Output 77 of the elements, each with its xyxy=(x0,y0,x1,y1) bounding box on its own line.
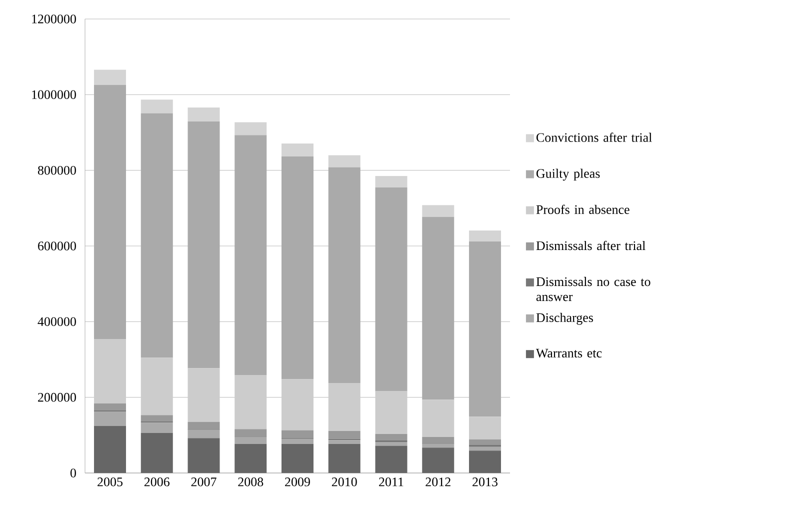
bar xyxy=(375,176,408,188)
bar xyxy=(234,375,267,430)
y-tick-label: 0 xyxy=(70,468,76,478)
x-tick-label: 2009 xyxy=(285,478,310,486)
bar xyxy=(188,122,220,368)
bar xyxy=(328,167,360,383)
y-tick-label: 400000 xyxy=(38,317,76,326)
bar xyxy=(469,416,501,440)
bar xyxy=(328,444,360,473)
bar xyxy=(188,108,220,122)
bar xyxy=(375,434,408,440)
x-tick-label: 2010 xyxy=(332,478,357,486)
x-tick-label: 2007 xyxy=(191,478,216,486)
bar xyxy=(282,156,314,380)
y-tick-label: 200000 xyxy=(38,392,76,402)
bar xyxy=(234,444,267,473)
bar xyxy=(375,391,408,434)
y-tick-label: 600000 xyxy=(38,242,76,250)
bar xyxy=(94,426,126,473)
bar xyxy=(140,422,173,433)
bar xyxy=(282,379,314,430)
bar xyxy=(375,442,408,446)
x-tick-label: 2008 xyxy=(238,478,264,486)
bar xyxy=(328,155,360,168)
bar xyxy=(140,100,173,114)
legend-label: Guilty pleas xyxy=(536,168,600,181)
bar xyxy=(469,439,501,445)
bar xyxy=(94,412,126,426)
bar xyxy=(282,430,314,438)
bar xyxy=(328,440,360,444)
bar xyxy=(422,448,454,473)
bar xyxy=(234,429,267,437)
legend-label: Dismissals no case to answer xyxy=(536,276,650,302)
legend-label: Warrants etc xyxy=(536,348,602,358)
bar xyxy=(422,216,454,400)
bar xyxy=(469,241,501,417)
bar xyxy=(94,70,126,85)
bar xyxy=(234,437,267,444)
bar xyxy=(375,446,408,473)
x-tick-label: 2012 xyxy=(426,478,450,486)
bar xyxy=(94,84,126,340)
bar xyxy=(140,415,173,422)
bar xyxy=(188,368,220,422)
bar xyxy=(140,113,173,358)
bar xyxy=(140,358,173,416)
bar xyxy=(282,444,314,473)
bar xyxy=(234,122,267,136)
bar xyxy=(188,438,220,473)
bar xyxy=(234,135,267,375)
y-tick-label: 1200000 xyxy=(32,14,76,24)
y-tick-label: 800000 xyxy=(38,166,76,175)
bar xyxy=(94,339,126,404)
x-tick-label: 2013 xyxy=(472,478,498,486)
bar xyxy=(469,446,501,451)
legend-label: Dismissals after trial xyxy=(536,240,646,250)
bar xyxy=(375,187,408,392)
x-tick-label: 2011 xyxy=(379,478,404,486)
legend-label: Discharges xyxy=(536,312,594,325)
legend-label: Convictions after trial xyxy=(536,132,652,142)
bar xyxy=(188,430,220,438)
bar xyxy=(282,438,314,444)
x-tick-label: 2006 xyxy=(144,478,170,486)
bar xyxy=(94,403,126,411)
bar xyxy=(328,430,360,439)
bar xyxy=(140,432,173,473)
bar xyxy=(422,205,454,217)
bar xyxy=(328,382,360,431)
x-tick-label: 2005 xyxy=(98,478,122,486)
bar xyxy=(469,450,501,473)
legend-label: Proofs in absence xyxy=(536,204,630,214)
bar xyxy=(422,437,454,444)
bar xyxy=(422,400,454,438)
bar xyxy=(188,422,220,430)
bar xyxy=(422,444,454,448)
y-tick-label: 1000000 xyxy=(32,90,76,100)
bar xyxy=(469,230,501,242)
bar xyxy=(282,143,314,156)
